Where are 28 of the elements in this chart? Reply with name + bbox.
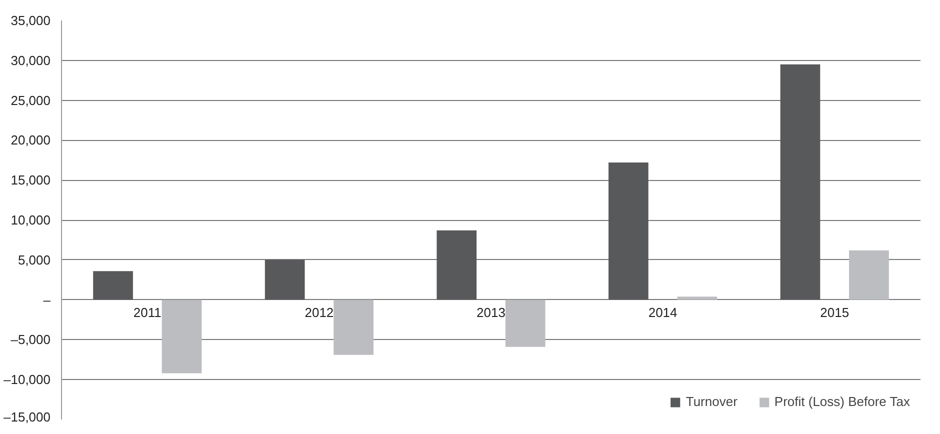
bar — [334, 300, 374, 355]
y-tick-label: 35,000 — [10, 13, 51, 28]
y-tick-label: 10,000 — [10, 212, 51, 228]
y-tick-label: – — [43, 292, 52, 308]
x-tick-label: 2014 — [648, 304, 678, 320]
y-tick-label: 5,000 — [18, 252, 51, 268]
bar — [505, 300, 546, 347]
bar — [93, 271, 133, 300]
bar — [780, 64, 820, 300]
y-tick-label: –5,000 — [10, 332, 51, 348]
bar — [162, 300, 202, 374]
bar — [677, 296, 718, 300]
x-tick-label: 2015 — [820, 304, 850, 320]
x-tick-label: 2013 — [476, 304, 506, 320]
bar — [608, 162, 648, 300]
bar — [436, 230, 477, 300]
x-tick-label: 2011 — [133, 304, 162, 320]
y-tick-label: 25,000 — [10, 92, 51, 108]
x-tick-label: 2012 — [304, 304, 334, 320]
y-tick-label: 15,000 — [10, 172, 51, 188]
legend-label: Profit (Loss) Before Tax — [774, 394, 910, 409]
y-tick-label: 30,000 — [10, 52, 51, 68]
y-tick-label: 20,000 — [10, 132, 51, 148]
bar — [264, 260, 305, 300]
legend-label: Turnover — [686, 394, 738, 409]
bar — [849, 250, 889, 300]
y-tick-label: –10,000 — [4, 372, 51, 388]
y-tick-label: –15,000 — [4, 410, 51, 424]
